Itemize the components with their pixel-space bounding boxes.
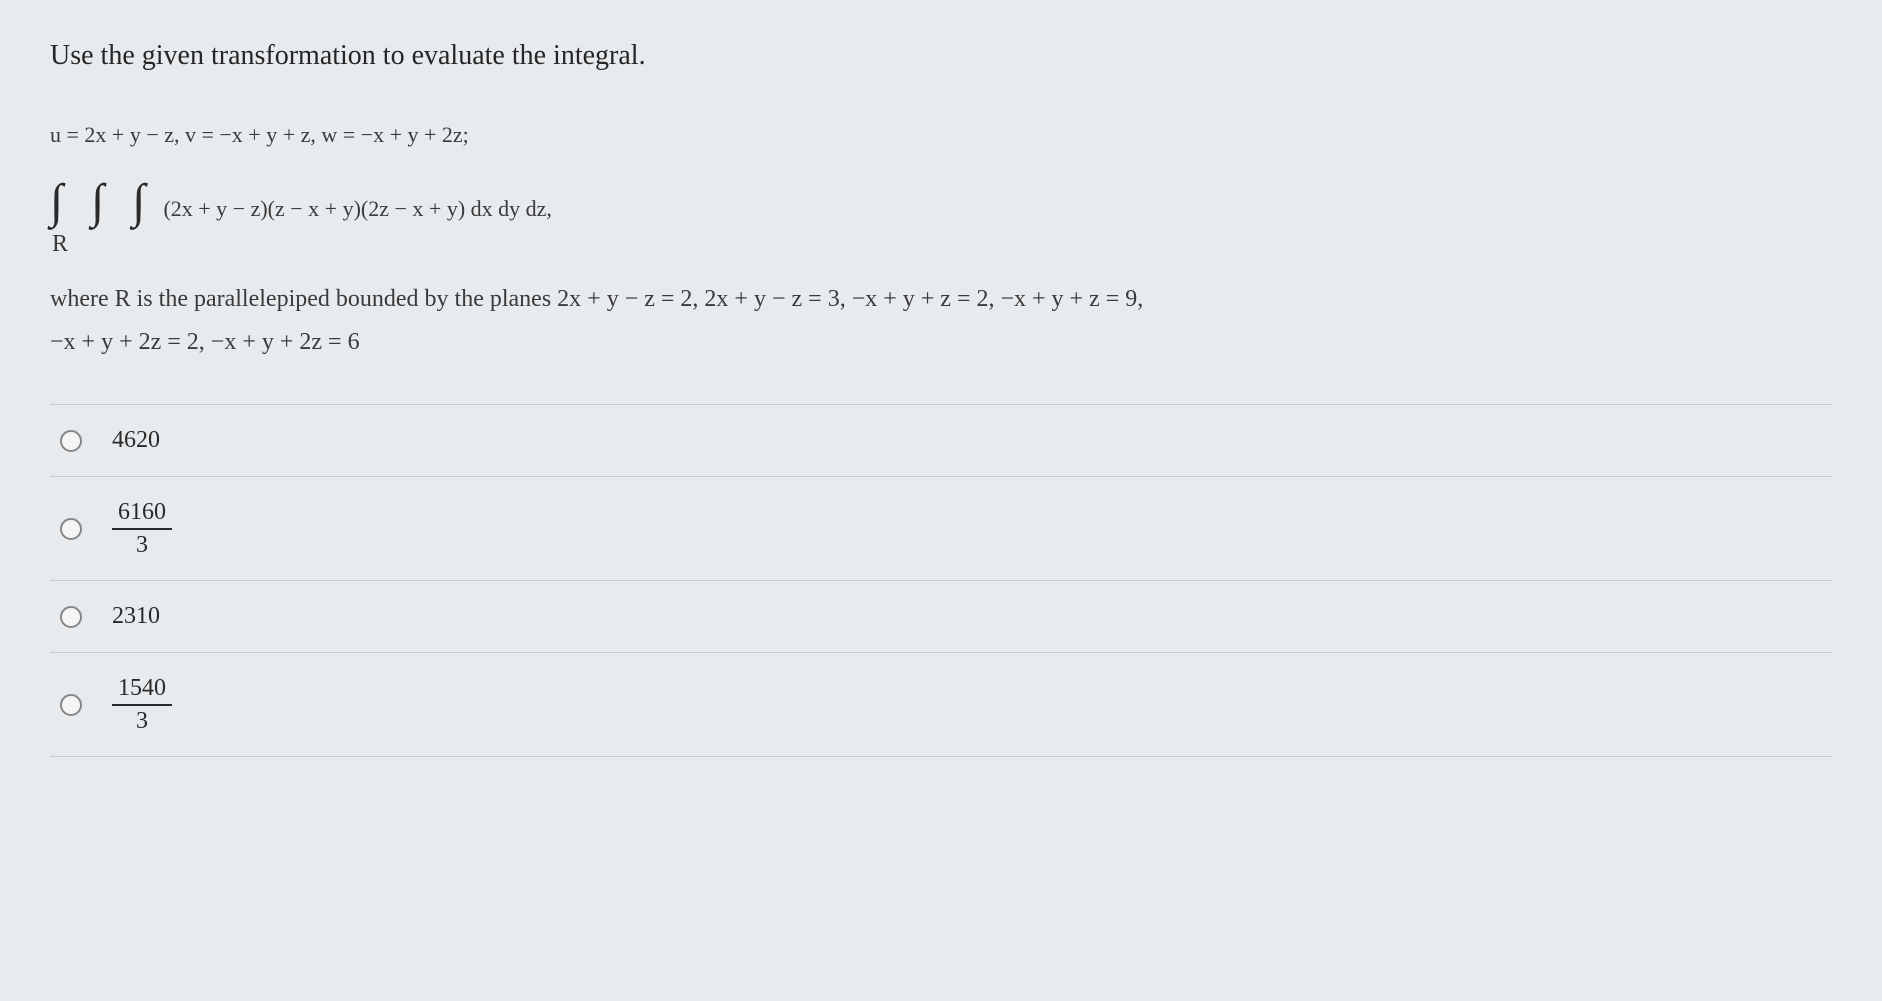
- radio-icon: [60, 694, 82, 716]
- description-line-1: where R is the parallelepiped bounded by…: [50, 286, 1143, 312]
- option-d-denominator: 3: [136, 706, 148, 734]
- option-c[interactable]: 2310: [50, 581, 1832, 653]
- option-a-label: 4620: [112, 427, 160, 454]
- radio-icon: [60, 518, 82, 540]
- option-b[interactable]: 6160 3: [50, 477, 1832, 581]
- answer-options: 4620 6160 3 2310 1540 3: [50, 404, 1832, 757]
- option-b-denominator: 3: [136, 530, 148, 558]
- region-label: R: [52, 231, 1832, 258]
- radio-icon: [60, 606, 82, 628]
- integral-expression: ∫ ∫ ∫ (2x + y − z)(z − x + y)(2z − x + y…: [50, 178, 1832, 226]
- integrand-text: (2x + y − z)(z − x + y)(2z − x + y) dx d…: [163, 178, 551, 222]
- option-b-numerator: 6160: [112, 499, 172, 529]
- integral-symbols: ∫ ∫ ∫: [50, 178, 153, 226]
- option-c-label: 2310: [112, 603, 160, 630]
- question-prompt: Use the given transformation to evaluate…: [50, 40, 1832, 72]
- transformation-equations: u = 2x + y − z, v = −x + y + z, w = −x +…: [50, 122, 1832, 148]
- radio-icon: [60, 430, 82, 452]
- option-d-label: 1540 3: [112, 675, 172, 734]
- description-line-2: −x + y + 2z = 2, −x + y + 2z = 6: [50, 329, 360, 355]
- option-a[interactable]: 4620: [50, 405, 1832, 477]
- option-b-label: 6160 3: [112, 499, 172, 558]
- option-d[interactable]: 1540 3: [50, 653, 1832, 757]
- region-description: where R is the parallelepiped bounded by…: [50, 278, 1832, 364]
- option-d-numerator: 1540: [112, 675, 172, 705]
